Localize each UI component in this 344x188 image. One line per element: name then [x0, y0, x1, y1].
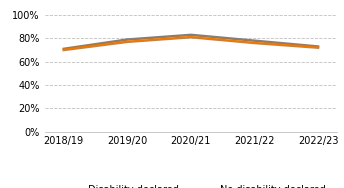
No disability declared — [125, 38, 129, 41]
Disability declared — [189, 36, 193, 38]
Disability declared — [62, 49, 66, 51]
No disability declared — [316, 45, 320, 48]
Disability declared — [125, 41, 129, 43]
No disability declared — [252, 39, 257, 42]
Legend: Disability declared, No disability declared: Disability declared, No disability decla… — [56, 185, 326, 188]
Disability declared — [252, 42, 257, 44]
Line: No disability declared: No disability declared — [64, 35, 318, 49]
Disability declared — [316, 47, 320, 49]
No disability declared — [62, 48, 66, 50]
Line: Disability declared: Disability declared — [64, 37, 318, 50]
No disability declared — [189, 34, 193, 36]
